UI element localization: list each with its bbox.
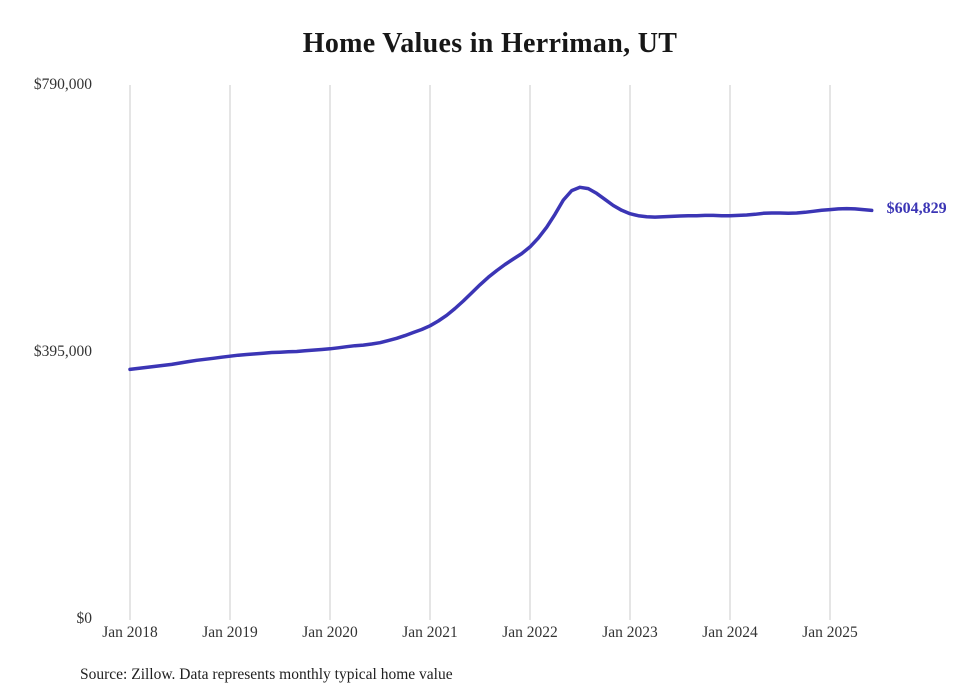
x-tick-jan-2020: Jan 2020 <box>302 624 358 641</box>
source-note: Source: Zillow. Data represents monthly … <box>80 666 453 683</box>
x-tick-jan-2021: Jan 2021 <box>402 624 458 641</box>
home-value-line <box>128 185 874 372</box>
x-tick-jan-2025: Jan 2025 <box>802 624 858 641</box>
y-tick-top: $790,000 <box>33 76 92 93</box>
y-tick-zero: $0 <box>76 610 93 627</box>
x-tick-jan-2019: Jan 2019 <box>202 624 258 641</box>
latest-value-label: $604,829 <box>886 200 947 218</box>
x-tick-jan-2018: Jan 2018 <box>102 624 158 641</box>
x-tick-jan-2023: Jan 2023 <box>602 624 658 641</box>
y-tick-middle: $395,000 <box>33 343 92 360</box>
chart-title: Home Values in Herriman, UT <box>302 28 678 59</box>
x-tick-jan-2024: Jan 2024 <box>702 624 758 641</box>
x-tick-jan-2022: Jan 2022 <box>502 624 558 641</box>
